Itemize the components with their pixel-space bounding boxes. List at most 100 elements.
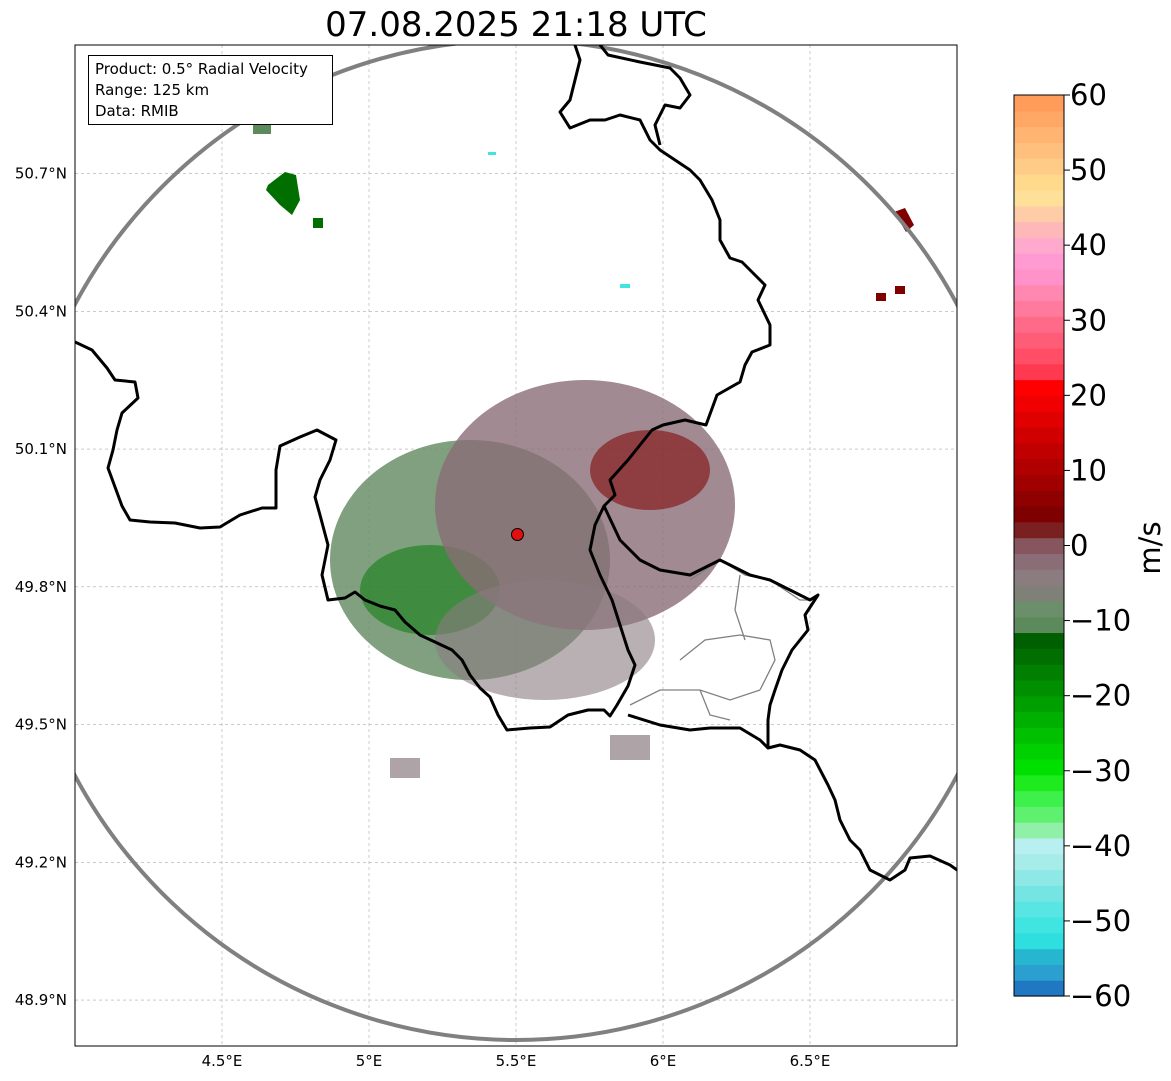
colorbar-swatch	[1014, 885, 1064, 902]
colorbar-swatch	[1014, 411, 1064, 428]
colorbar-swatch	[1014, 822, 1064, 839]
colorbar-tick-label: −40	[1070, 829, 1131, 863]
colorbar-tick-label: −50	[1070, 904, 1131, 938]
colorbar-swatch	[1014, 174, 1064, 191]
latitude-tick-label: 49.5°N	[15, 716, 67, 734]
longitude-tick-label: 5.5°E	[496, 1052, 537, 1070]
colorbar-swatch	[1014, 300, 1064, 317]
colorbar-swatch	[1014, 727, 1064, 744]
echo-cell-cyan	[620, 284, 630, 288]
colorbar-swatch	[1014, 142, 1064, 159]
latitude-tick-label: 50.4°N	[15, 302, 67, 320]
colorbar-swatch	[1014, 110, 1064, 128]
echo-cell-east-2	[895, 286, 905, 294]
echo-cell-south	[390, 758, 420, 778]
colorbar-swatch	[1014, 585, 1064, 602]
colorbar-swatches	[1014, 95, 1064, 997]
colorbar-swatch	[1014, 916, 1064, 934]
echo-cell-east	[876, 293, 886, 301]
colorbar-swatch	[1014, 837, 1064, 855]
colorbar-swatch	[1014, 332, 1064, 349]
latitude-tick-label: 49.8°N	[15, 578, 67, 596]
colorbar-swatch	[1014, 664, 1064, 681]
colorbar-unit-label: m/s	[1133, 521, 1167, 574]
colorbar-swatch	[1014, 695, 1064, 713]
echo-cell-small	[313, 218, 323, 228]
colorbar-swatch	[1014, 95, 1064, 112]
colorbar-swatch	[1014, 158, 1064, 175]
colorbar-swatch	[1014, 774, 1064, 792]
longitude-tick-label: 4.5°E	[202, 1052, 243, 1070]
colorbar-swatch	[1014, 189, 1064, 207]
colorbar-swatch	[1014, 284, 1064, 302]
colorbar-swatch	[1014, 253, 1064, 270]
colorbar-swatch	[1014, 806, 1064, 823]
colorbar-swatch	[1014, 553, 1064, 570]
colorbar-swatch	[1014, 426, 1064, 444]
colorbar-swatch	[1014, 521, 1064, 539]
longitude-tick-label: 6°E	[650, 1052, 677, 1070]
colorbar: 60 50 40 30 20 10 0 −10 −20 −30 −40 −50 −60 m/s	[1013, 78, 1167, 1013]
colorbar-ticks: 60 50 40 30 20 10 0 −10 −20 −30 −40 −50 −60	[1064, 78, 1131, 1013]
colorbar-swatch	[1014, 316, 1064, 333]
colorbar-swatch	[1014, 205, 1064, 223]
colorbar-swatch	[1014, 980, 1064, 997]
latitude-tick-label: 48.9°N	[15, 991, 67, 1009]
echo-cell-northeast	[894, 208, 914, 232]
echo-cell-south-2	[610, 735, 650, 760]
colorbar-swatch	[1014, 932, 1064, 950]
latitude-tick-label: 50.7°N	[15, 165, 67, 183]
colorbar-tick-label: 30	[1070, 303, 1107, 337]
colorbar-swatch	[1014, 458, 1064, 475]
info-product: Product: 0.5° Radial Velocity	[95, 60, 308, 78]
map-frame	[74, 44, 958, 1047]
colorbar-swatch	[1014, 395, 1064, 412]
colorbar-swatch	[1014, 600, 1064, 618]
colorbar-swatch	[1014, 743, 1064, 760]
colorbar-tick-label: −10	[1070, 604, 1131, 638]
colorbar-tick-label: 40	[1070, 228, 1107, 262]
echo-region-south	[435, 580, 655, 700]
colorbar-swatch	[1014, 711, 1064, 728]
colorbar-swatch	[1014, 790, 1064, 807]
colorbar-swatch	[1014, 679, 1064, 697]
colorbar-swatch	[1014, 221, 1064, 238]
longitude-tick-label: 6.5°E	[790, 1052, 831, 1070]
colorbar-swatch	[1014, 379, 1064, 396]
longitude-tick-label: 5°E	[356, 1052, 383, 1070]
latitude-ticks: 50.7°N 50.4°N 50.1°N 49.8°N 49.5°N 49.2°N 48.9…	[15, 165, 67, 1010]
latitude-tick-label: 50.1°N	[15, 440, 67, 458]
colorbar-swatch	[1014, 237, 1064, 254]
colorbar-swatch	[1014, 490, 1064, 507]
colorbar-swatch	[1014, 268, 1064, 286]
longitude-ticks: 4.5°E 5°E 5.5°E 6°E 6.5°E	[202, 1052, 831, 1070]
colorbar-tick-label: 20	[1070, 378, 1107, 412]
latitude-tick-label: 49.2°N	[15, 853, 67, 871]
colorbar-swatch	[1014, 901, 1064, 918]
colorbar-swatch	[1014, 758, 1064, 776]
colorbar-swatch	[1014, 964, 1064, 981]
colorbar-swatch	[1014, 616, 1064, 634]
info-data-source: Data: RMIB	[95, 102, 179, 120]
info-box: Product: 0.5° Radial Velocity Range: 125…	[88, 55, 333, 125]
radar-site-marker	[510, 527, 524, 541]
colorbar-tick-label: 60	[1070, 78, 1107, 112]
national-borders	[75, 45, 957, 882]
echo-cell-north	[253, 122, 271, 134]
colorbar-swatch	[1014, 632, 1064, 649]
radar-echo-field	[253, 122, 914, 778]
colorbar-tick-label: 50	[1070, 153, 1107, 187]
colorbar-swatch	[1014, 347, 1064, 365]
colorbar-tick-label: 10	[1070, 453, 1107, 487]
colorbar-swatch	[1014, 126, 1064, 144]
echo-cell-northwest	[266, 172, 300, 215]
colorbar-tick-label: −60	[1070, 979, 1131, 1013]
colorbar-swatch	[1014, 648, 1064, 665]
colorbar-swatch	[1014, 363, 1064, 381]
colorbar-tick-label: −20	[1070, 679, 1131, 713]
range-ring	[75, 45, 957, 1042]
echo-cell-cyan-2	[488, 152, 496, 155]
colorbar-swatch	[1014, 537, 1064, 555]
colorbar-swatch	[1014, 474, 1064, 491]
